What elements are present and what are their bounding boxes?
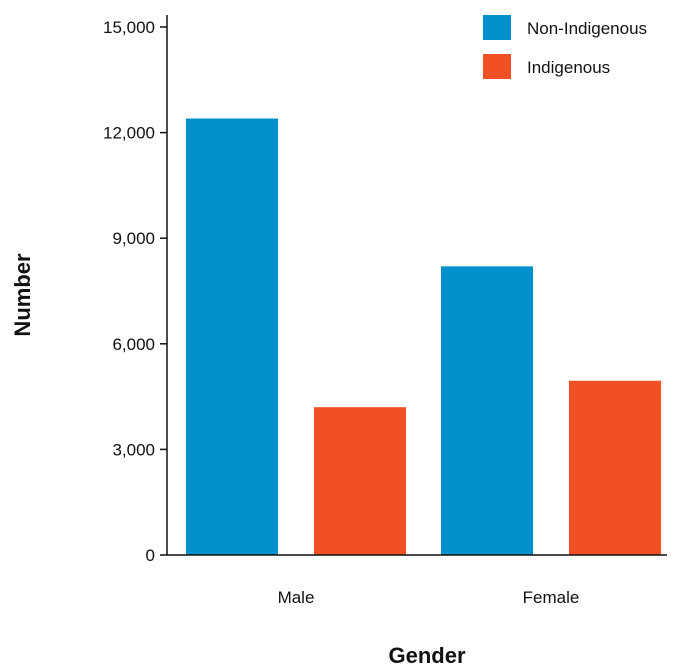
bars-group	[186, 118, 661, 556]
legend-label: Non-Indigenous	[527, 19, 647, 38]
y-tick-label: 12,000	[103, 124, 155, 143]
x-axis-title: Gender	[388, 643, 465, 668]
y-tick-label: 9,000	[112, 229, 155, 248]
y-ticks-group: 0 3,000 6,000 9,000 12,000 15,000	[103, 18, 167, 565]
bar-indigenous-female	[569, 380, 661, 555]
legend-swatch	[483, 54, 511, 79]
bar-indigenous-male	[314, 407, 406, 555]
y-tick-label: 15,000	[103, 18, 155, 37]
y-tick-label: 0	[146, 546, 155, 565]
legend: Non-Indigenous Indigenous	[483, 15, 647, 79]
x-category-label: Female	[523, 588, 580, 607]
bar-non-indigenous-male	[186, 118, 278, 556]
x-labels-group: Male Female	[278, 588, 580, 607]
y-tick-label: 6,000	[112, 335, 155, 354]
y-axis-title: Number	[10, 253, 35, 337]
bar-non-indigenous-female	[441, 266, 533, 555]
legend-swatch	[483, 15, 511, 40]
y-tick-label: 3,000	[112, 440, 155, 459]
x-category-label: Male	[278, 588, 315, 607]
legend-label: Indigenous	[527, 58, 610, 77]
